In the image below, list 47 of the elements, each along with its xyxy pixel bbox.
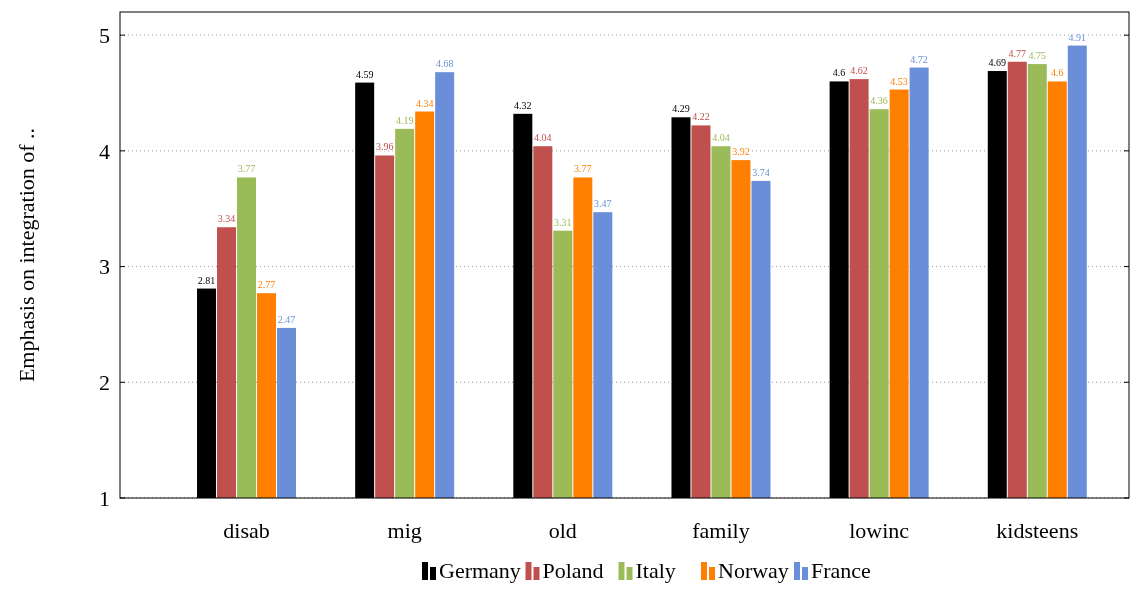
data-label: 4.19: [395, 114, 414, 126]
data-label: 4.22: [692, 111, 710, 123]
data-label: 4.29: [672, 103, 690, 115]
data-label: 3.96: [375, 141, 394, 153]
y-tick-label: 3: [99, 254, 110, 280]
legend-label: France: [811, 558, 871, 583]
data-label: 4.34: [415, 97, 434, 109]
x-tick-label: disab: [223, 518, 270, 543]
y-tick-label: 2: [99, 369, 110, 395]
data-label: 4.36: [870, 95, 888, 107]
data-label: 2.77: [257, 279, 276, 291]
data-label: 4.53: [890, 75, 908, 87]
y-axis-title: Emphasis on integration of ..: [14, 127, 39, 383]
data-label: 3.77: [237, 163, 256, 175]
data-label: 4.04: [712, 132, 730, 144]
y-tick-label: 1: [99, 485, 110, 511]
data-label: 4.69: [988, 57, 1007, 69]
data-label: 4.91: [1068, 31, 1087, 43]
data-label: 4.6: [832, 67, 846, 79]
y-tick-label: 5: [99, 22, 110, 48]
data-label: 3.92: [732, 146, 750, 158]
data-label: 4.32: [514, 99, 532, 111]
data-label: 3.34: [217, 213, 236, 225]
data-label: 3.31: [554, 216, 572, 228]
data-label: 3.74: [752, 166, 770, 178]
x-tick-label: family: [692, 518, 750, 543]
x-tick-label: lowinc: [849, 518, 910, 543]
x-tick-label: kidsteens: [996, 518, 1079, 543]
data-label: 4.68: [435, 58, 454, 70]
data-label: 4.62: [850, 65, 868, 77]
data-label: 4.75: [1028, 50, 1047, 62]
data-label: 4.59: [355, 68, 374, 80]
data-label: 3.47: [594, 198, 612, 210]
data-label: 4.04: [534, 132, 552, 144]
data-label: 2.81: [197, 274, 216, 286]
y-tick-label: 4: [99, 138, 110, 164]
data-label: 2.47: [277, 313, 296, 325]
legend-label: Norway: [718, 558, 789, 583]
data-label: 3.77: [574, 163, 592, 175]
data-label: 4.77: [1008, 47, 1027, 59]
x-tick-label: mig: [387, 518, 422, 543]
data-label: 4.72: [910, 53, 928, 65]
legend-label: Italy: [635, 558, 676, 583]
legend-label: Germany: [439, 558, 521, 583]
legend-label: Poland: [542, 558, 604, 583]
data-label: 4.6: [1051, 67, 1064, 79]
x-tick-label: old: [548, 518, 577, 543]
